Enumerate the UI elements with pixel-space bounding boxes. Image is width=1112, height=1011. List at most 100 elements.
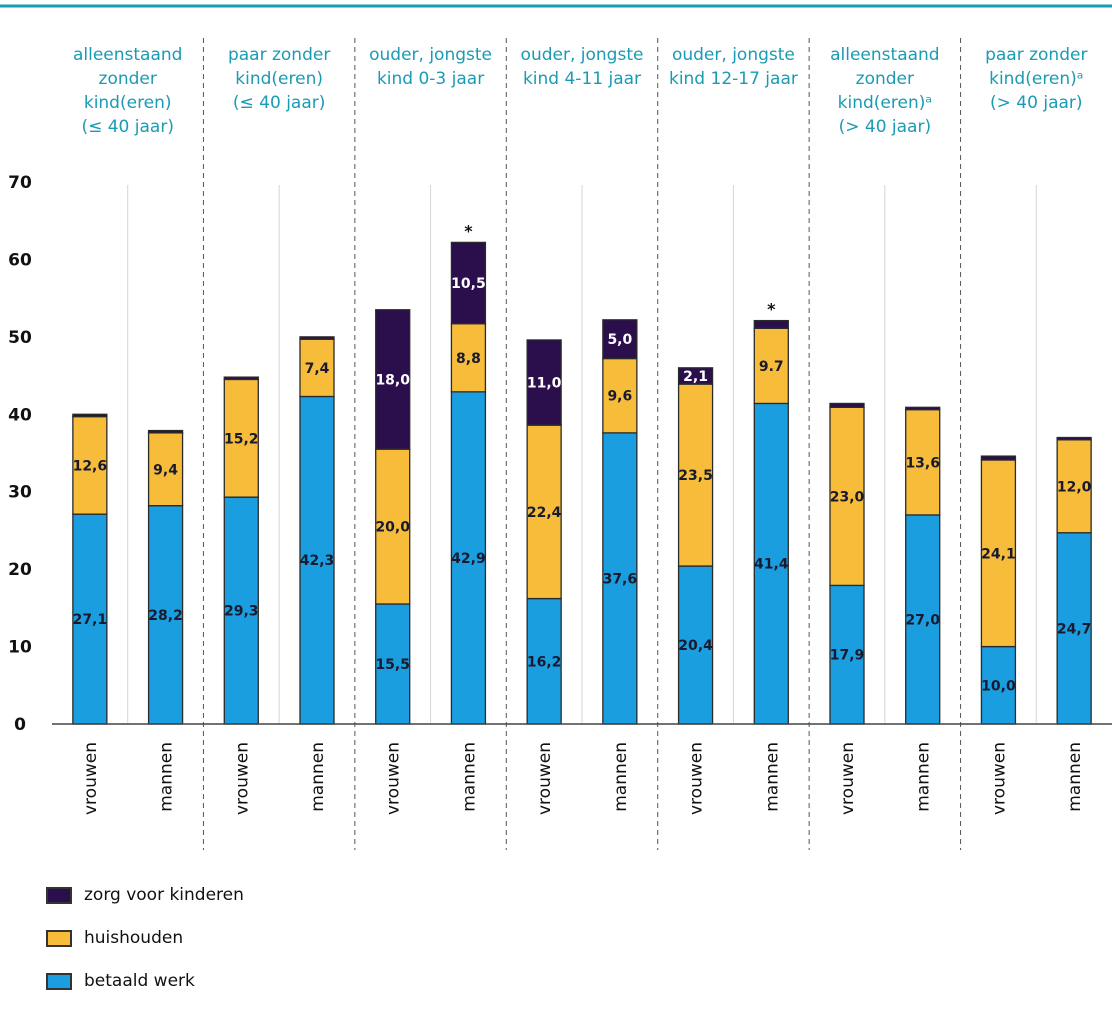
legend-item-household: huishouden [46,925,244,951]
bar-segment-zorg-voor-kinderen [753,319,789,329]
data-label: 9,6 [607,389,632,405]
group-header-line: ouder, jongste [369,45,492,65]
x-category-label: mannen [914,742,934,812]
bar-segment-huishouden [223,378,259,498]
data-label: 9,4 [153,462,178,478]
bar-segment-huishouden [753,327,789,405]
data-label: 15,2 [224,431,259,447]
group-separators [202,38,962,850]
group-header-line: (≤ 40 jaar) [233,93,326,113]
bar-segment-betaald-werk [299,395,335,725]
bar-segment-huishouden [450,323,487,393]
x-category-label: mannen [611,742,631,812]
y-tick-label: 10 [8,638,32,658]
data-label: 10,5 [451,276,486,292]
group-header-line: kind(eren)ᵃ [989,69,1083,89]
bar-segment-betaald-werk [905,514,941,725]
group-header-line: kind 0-3 jaar [377,69,484,89]
legend-swatch-care [46,886,72,904]
group-header-line: (> 40 jaar) [990,93,1083,113]
bar-segment-zorg-voor-kinderen [829,402,865,408]
data-label: 41,4 [754,557,789,573]
x-category-label: vrouwen [384,742,404,815]
group-header-line: alleenstaand [830,45,939,65]
legend-item-care: zorg voor kinderen [46,882,244,908]
data-label: 10,0 [981,678,1016,694]
data-label: 2,1 [683,369,708,385]
y-tick-label: 30 [8,483,32,503]
group-header-line: kind 12-17 jaar [669,69,798,89]
y-tick-label: 60 [8,250,32,270]
bar-segment-huishouden [829,406,865,587]
group-header-line: ouder, jongste [521,45,644,65]
bar-segment-huishouden [980,459,1017,648]
data-label: 27,0 [905,612,940,628]
x-category-label: vrouwen [81,742,101,815]
bar-segment-zorg-voor-kinderen [1056,436,1092,441]
group-header-line: (≤ 40 jaar) [81,117,174,137]
bar-segment-zorg-voor-kinderen [602,319,638,360]
group-header-line: kind(eren) [84,93,172,113]
group-header-line: kind 4-11 jaar [523,69,641,89]
bar-segment-zorg-voor-kinderen [375,309,411,450]
bar-segment-zorg-voor-kinderen [677,367,714,385]
group-header-line: ouder, jongste [672,45,795,65]
bar-segment-huishouden [526,424,562,600]
data-label: 42,3 [300,553,335,569]
bar-segment-betaald-werk [147,505,184,725]
data-label: 16,2 [527,654,562,670]
data-label: 23,5 [678,468,713,484]
legend-label-household: huishouden [84,928,184,948]
group-header-line: zonder [856,69,914,89]
bar-segment-zorg-voor-kinderen [980,455,1017,461]
bar-segment-zorg-voor-kinderen [526,339,562,426]
bar-segment-zorg-voor-kinderen [223,376,259,381]
data-label: 27,1 [73,612,108,628]
data-label: 20,0 [375,520,410,536]
group-header-line: kind(eren) [235,69,323,89]
bar-segment-zorg-voor-kinderen [299,336,335,340]
group-header-line: paar zonder [985,45,1087,65]
data-label: 7,4 [305,361,330,377]
legend-label-paid-work: betaald werk [84,971,195,991]
data-label: 8,8 [456,351,481,367]
bar-segment-zorg-voor-kinderen [72,413,108,418]
x-category-label: mannen [1065,742,1085,812]
bar-segment-zorg-voor-kinderen [147,429,184,434]
bar-gridlines [127,185,1037,724]
data-label: 9.7 [759,359,784,375]
group-header-line: zonder [99,69,157,89]
x-category-label: vrouwen [232,742,252,815]
group-header-line: kind(eren)ᵃ [838,93,932,113]
data-label: 12,0 [1057,479,1092,495]
bar-segment-huishouden [677,383,714,567]
x-category-label: mannen [308,742,328,812]
bars: 27,1 12,6 28,2 9,4 29,3 15,2 42,3 7,4 15,5 20,0 18… [72,221,1092,725]
significance-star: * [464,221,473,240]
x-category-label: vrouwen [989,742,1009,815]
legend: zorg voor kinderen huishouden betaald we… [46,882,244,1011]
group-header-line: (> 40 jaar) [839,117,932,137]
y-tick-label: 70 [8,173,32,193]
legend-swatch-paid-work [46,972,72,990]
x-category-label: vrouwen [687,742,707,815]
group-labels: alleenstaand zonder kind(eren) (≤ 40 jaar) p… [73,45,1088,137]
significance-star: * [767,300,776,319]
bar-segment-betaald-werk [450,391,487,725]
bar-segment-huishouden [72,415,108,515]
data-label: 13,6 [905,455,940,471]
x-axis: vrouwen mannen vrouwen mannen vrouwen mannen v… [52,723,1112,815]
y-tick-label: 0 [14,715,26,735]
bar-segment-huishouden [147,432,184,507]
bar-segment-betaald-werk [980,645,1017,725]
data-label: 17,9 [830,648,865,664]
data-label: 37,6 [603,571,638,587]
x-category-label: mannen [157,742,177,812]
data-label: 42,9 [451,551,486,567]
bar-segment-betaald-werk [602,432,638,725]
bar-segment-betaald-werk [72,513,108,725]
group-header-line: alleenstaand [73,45,182,65]
data-label: 11,0 [527,376,562,392]
data-label: 23,0 [830,489,865,505]
stacked-bar-chart: alleenstaand zonder kind(eren) (≤ 40 jaar) p… [0,4,1112,850]
